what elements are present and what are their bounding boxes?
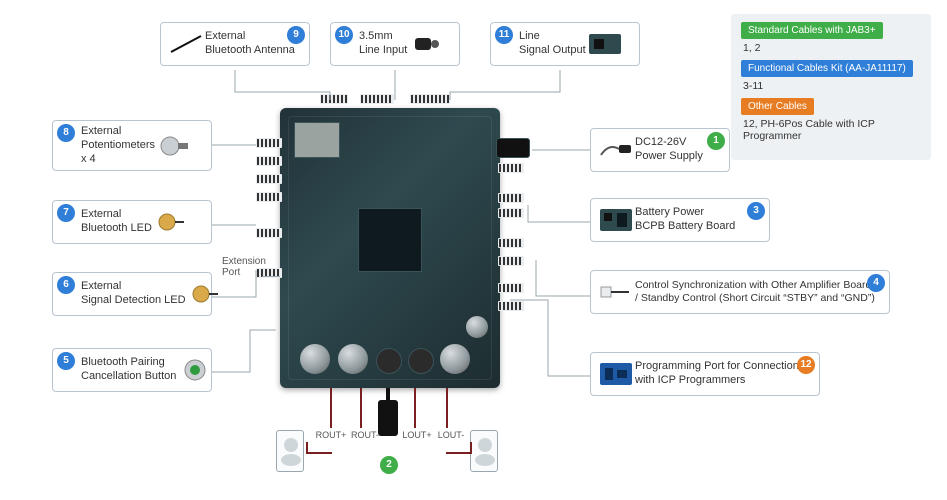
- callout-3: Battery Power BCPB Battery Board 3: [590, 198, 770, 242]
- rout-plus-label: ROUT+: [314, 430, 348, 440]
- legend-tag-functional: Functional Cables Kit (AA-JA11117): [741, 60, 913, 77]
- board-small-icon: [586, 27, 624, 61]
- battery-board-icon: [597, 203, 635, 237]
- cable-icon: [597, 275, 635, 309]
- callout-9: External Bluetooth Antenna 9: [160, 22, 310, 66]
- legend-tag-other: Other Cables: [741, 98, 814, 115]
- badge-12: 12: [797, 356, 815, 374]
- badge-3: 3: [747, 202, 765, 220]
- programmer-board-icon: [597, 357, 635, 391]
- center-plug: [378, 400, 398, 436]
- callout-10: 10 3.5mm Line Input: [330, 22, 460, 66]
- legend-panel: Standard Cables with JAB3+ 1, 2 Function…: [731, 14, 931, 160]
- rout-minus-label: ROUT-: [348, 430, 382, 440]
- led-icon: [152, 205, 190, 239]
- callout-11: 11 Line Signal Output: [490, 22, 640, 66]
- extension-port-label: Extension Port: [222, 256, 266, 278]
- badge-9: 9: [287, 26, 305, 44]
- callout-5: 5 Bluetooth Pairing Cancellation Button: [52, 348, 212, 392]
- badge-11: 11: [495, 26, 513, 44]
- callout-7: 7 External Bluetooth LED: [52, 200, 212, 244]
- legend-val-functional: 3-11: [743, 80, 921, 92]
- callout-4-text: Control Synchronization with Other Ampli…: [635, 279, 875, 305]
- callout-7-text: External Bluetooth LED: [81, 208, 152, 236]
- legend-tag-standard: Standard Cables with JAB3+: [741, 22, 883, 39]
- legend-val-standard: 1, 2: [743, 42, 921, 54]
- speaker-left-icon: [470, 430, 498, 472]
- callout-5-text: Bluetooth Pairing Cancellation Button: [81, 356, 176, 384]
- callout-12: Programming Port for Connection with ICP…: [590, 352, 820, 396]
- badge-2: 2: [380, 456, 398, 474]
- button-icon: [176, 353, 214, 387]
- led2-icon: [186, 277, 224, 311]
- callout-4: Control Synchronization with Other Ampli…: [590, 270, 890, 314]
- badge-4: 4: [867, 274, 885, 292]
- speaker-right-icon: [276, 430, 304, 472]
- callout-6: 6 External Signal Detection LED: [52, 272, 212, 316]
- badge-7: 7: [57, 204, 75, 222]
- pcb-board: [280, 108, 500, 388]
- callout-9-text: External Bluetooth Antenna: [205, 30, 295, 58]
- callout-1: DC12-26V Power Supply 1: [590, 128, 730, 172]
- badge-6: 6: [57, 276, 75, 294]
- antenna-icon: [167, 27, 205, 61]
- jack-icon: [407, 27, 445, 61]
- callout-6-text: External Signal Detection LED: [81, 280, 186, 308]
- callout-10-text: 3.5mm Line Input: [359, 30, 407, 58]
- potentiometer-icon: [155, 129, 193, 163]
- callout-1-text: DC12-26V Power Supply: [635, 136, 703, 164]
- dc-plug-icon: [597, 133, 635, 167]
- badge-5: 5: [57, 352, 75, 370]
- callout-12-text: Programming Port for Connection with ICP…: [635, 360, 799, 388]
- callout-11-text: Line Signal Output: [519, 30, 586, 58]
- lout-plus-label: LOUT+: [400, 430, 434, 440]
- badge-1: 1: [707, 132, 725, 150]
- callout-8-text: External Potentiometers x 4: [81, 125, 155, 166]
- legend-val-other: 12, PH-6Pos Cable with ICP Programmer: [743, 118, 921, 142]
- badge-10: 10: [335, 26, 353, 44]
- callout-3-text: Battery Power BCPB Battery Board: [635, 206, 735, 234]
- lout-minus-label: LOUT-: [434, 430, 468, 440]
- callout-8: 8 External Potentiometers x 4: [52, 120, 212, 171]
- badge-8: 8: [57, 124, 75, 142]
